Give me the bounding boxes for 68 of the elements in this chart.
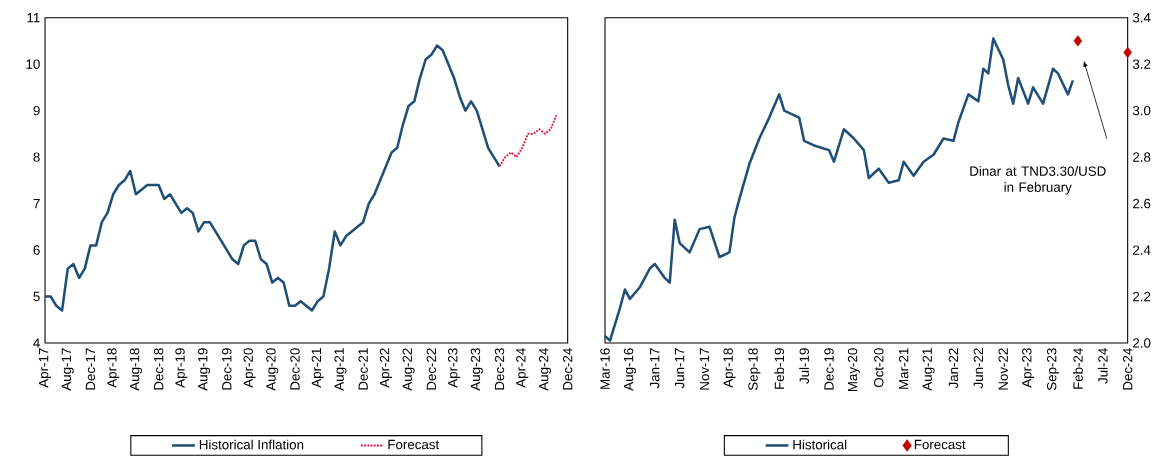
x-tick-label: Apr-19 <box>175 348 188 388</box>
y2-tick-label: 2.4 <box>1133 245 1151 255</box>
x-tick-label: Aug-20 <box>266 348 279 391</box>
x-tick-label: Dec-19 <box>824 348 834 390</box>
x-tick-label: Aug-18 <box>129 348 142 391</box>
x-tick-label: Dec-23 <box>494 348 505 390</box>
legend-label: Historical <box>793 439 847 450</box>
x-tick-label: Jun-22 <box>973 348 984 389</box>
x-tick-label: Jul-19 <box>799 348 809 384</box>
y-tick-label: 11 <box>27 13 40 23</box>
x-tick-label: Apr-17 <box>39 348 51 388</box>
x-tick-label: Dec-20 <box>290 348 300 390</box>
legend-label: Forecast <box>388 439 440 450</box>
x-tick-label: Aug-19 <box>198 348 211 391</box>
x-tick-label: Apr-21 <box>311 348 324 388</box>
x-tick-label: Feb-19 <box>774 348 785 389</box>
x-tick-label: Mar-21 <box>898 348 909 389</box>
y-tick-label: 9 <box>33 105 40 116</box>
x-tick-label: Apr-22 <box>379 348 392 388</box>
x-tick-label: Mar-16 <box>600 348 610 389</box>
line-series <box>498 114 558 168</box>
y2-tick-label: 3.4 <box>1132 12 1151 23</box>
y2-tick-label: 2.6 <box>1133 198 1151 209</box>
x-tick-label: Apr-23 <box>1022 348 1035 388</box>
legend-label: Forecast <box>914 439 966 450</box>
y-tick-label: 8 <box>33 152 40 162</box>
y-tick-label: 7 <box>33 198 40 209</box>
y-tick-label: 4 <box>33 338 40 348</box>
x-tick-label: Dec-21 <box>358 348 368 390</box>
x-tick-label: Jul-24 <box>1097 348 1108 384</box>
x-tick-label: Oct-20 <box>874 348 884 388</box>
x-tick-label: Dec-18 <box>153 348 164 390</box>
y2-tick-label: 3.2 <box>1132 59 1151 69</box>
y2-tick-label: 2.0 <box>1133 338 1151 348</box>
x-tick-label: Nov-17 <box>699 348 710 390</box>
x-tick-label: Aug-16 <box>623 348 636 391</box>
x-tick-label: Feb-24 <box>1072 348 1083 389</box>
x-tick-label: Apr-24 <box>516 348 529 388</box>
y-tick-label: 10 <box>26 59 40 69</box>
x-tick-label: Dec-24 <box>1122 348 1133 390</box>
x-tick-label: Jun-17 <box>675 348 685 389</box>
y2-tick-label: 2.2 <box>1133 291 1151 302</box>
y-tick-label: 5 <box>33 291 40 302</box>
y2-tick-label: 2.8 <box>1133 152 1151 162</box>
x-tick-label: May-20 <box>847 348 860 392</box>
x-tick-label: Aug-23 <box>470 348 483 391</box>
legend-label: Historical Inflation <box>199 439 304 450</box>
x-tick-label: Aug-21 <box>922 348 935 391</box>
x-tick-label: Dec-24 <box>562 348 573 390</box>
x-tick-label: Dec-17 <box>85 348 96 390</box>
x-tick-label: Aug-22 <box>402 348 415 391</box>
annotation: Dinar at TND3.30/USD in February <box>970 166 1106 195</box>
x-tick-label: Dec-22 <box>426 348 437 390</box>
x-tick-label: Sep-23 <box>1046 348 1060 391</box>
x-tick-label: Jan-22 <box>948 348 959 389</box>
x-tick-label: Aug-21 <box>334 348 347 391</box>
x-tick-label: Apr-18 <box>107 348 120 388</box>
x-tick-label: Nov-22 <box>998 348 1008 390</box>
x-tick-label: Aug-17 <box>61 348 74 391</box>
x-tick-label: Apr-20 <box>243 348 256 388</box>
x-tick-label: Aug-24 <box>538 348 551 391</box>
y-tick-label: 6 <box>33 245 40 255</box>
x-tick-label: Apr-23 <box>448 348 461 388</box>
x-tick-label: Jan-17 <box>650 348 660 389</box>
x-tick-label: Apr-18 <box>723 348 736 388</box>
x-tick-label: Sep-18 <box>748 348 761 391</box>
y2-tick-label: 3.0 <box>1132 105 1151 116</box>
x-tick-label: Dec-19 <box>222 348 232 390</box>
